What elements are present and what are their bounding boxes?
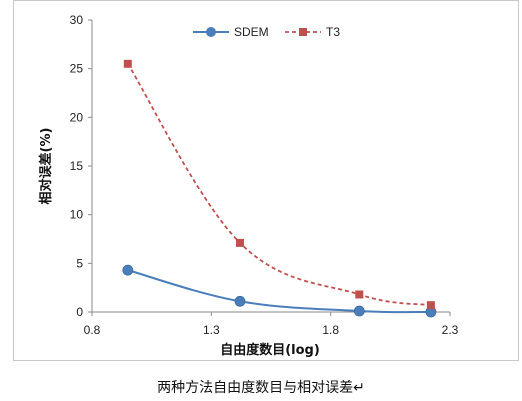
x-ticks: 0.8 1.3 1.8 2.3	[84, 312, 459, 337]
y-tick-label: 15	[70, 159, 84, 173]
data-point-sdem	[353, 305, 365, 317]
series-line-sdem	[127, 269, 431, 314]
figure-caption: 两种方法自由度数目与相对误差↵	[157, 380, 365, 396]
series-group	[122, 59, 437, 318]
chart-border	[13, 0, 519, 361]
legend-marker-t3	[299, 28, 307, 36]
series-line-t3	[127, 63, 432, 307]
y-tick-label: 30	[70, 13, 84, 27]
legend-marker-sdem	[206, 27, 216, 37]
y-tick-label: 5	[76, 256, 83, 270]
x-axis-title: 自由度数目(log)	[220, 342, 320, 358]
y-axis-title: 相对误差(%)	[38, 128, 54, 205]
legend-label-sdem: SDEM	[234, 25, 269, 39]
x-tick-label: 2.3	[442, 323, 459, 337]
data-point-t3	[426, 301, 435, 310]
y-ticks: 0 5 10 15 20 25 30	[70, 13, 92, 319]
x-tick-label: 0.8	[84, 323, 101, 337]
data-point-sdem	[122, 264, 134, 276]
data-point-t3	[123, 59, 132, 68]
legend-label-t3: T3	[326, 25, 340, 39]
y-tick-label: 10	[70, 208, 84, 222]
y-tick-label: 25	[70, 62, 84, 76]
x-tick-label: 1.3	[203, 323, 220, 337]
data-point-t3	[235, 238, 244, 247]
x-tick-label: 1.8	[322, 323, 339, 337]
y-tick-label: 0	[76, 305, 83, 319]
legend: SDEM T3	[193, 25, 340, 39]
data-point-t3	[355, 290, 364, 299]
y-tick-label: 20	[70, 110, 84, 124]
data-point-sdem	[234, 295, 246, 307]
